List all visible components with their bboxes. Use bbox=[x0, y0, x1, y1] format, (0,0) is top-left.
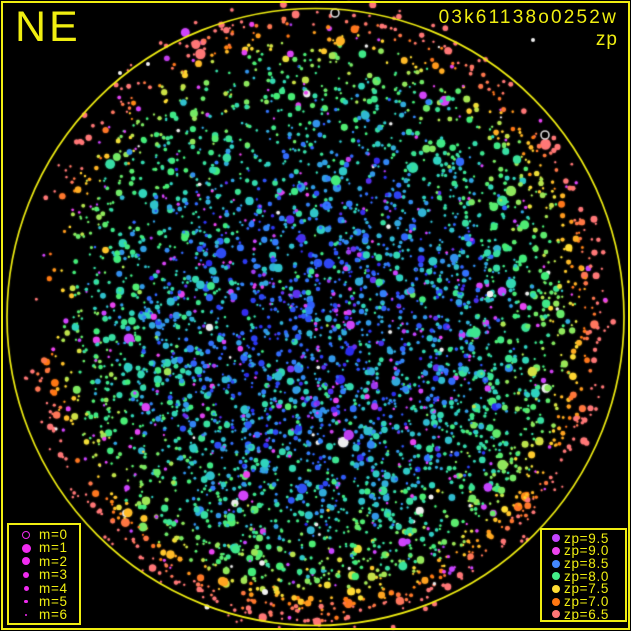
filled-circle-marker bbox=[547, 610, 564, 619]
legend-label: m=6 bbox=[39, 607, 68, 623]
legend-row: m=6 bbox=[13, 608, 79, 621]
filled-circle-marker bbox=[13, 585, 39, 591]
legend-row: zp=9.0 bbox=[547, 543, 625, 559]
legend-row: m=1 bbox=[13, 541, 79, 554]
filled-circle-marker bbox=[547, 572, 564, 581]
filled-circle-marker bbox=[547, 597, 564, 606]
legend-label: zp=9.0 bbox=[564, 543, 610, 559]
filled-circle-marker bbox=[547, 547, 564, 556]
legend-label: m=3 bbox=[39, 567, 68, 583]
magnitude-legend: m=0 m=1 m=2 m=3 m=4 m=5 m=6 bbox=[7, 523, 81, 625]
legend-row: zp=7.5 bbox=[547, 581, 625, 597]
plot-subtitle: zp bbox=[595, 29, 618, 50]
open-circle-marker bbox=[13, 530, 39, 539]
legend-label: zp=9.5 bbox=[564, 530, 610, 546]
legend-row: m=2 bbox=[13, 555, 79, 568]
legend-label: zp=6.5 bbox=[564, 606, 610, 622]
legend-row: zp=6.5 bbox=[547, 608, 625, 621]
zeropoint-legend: zp=9.5 zp=9.0 zp=8.5 zp=8.0 zp=7.5 zp=7.0 zp=6… bbox=[540, 528, 627, 622]
legend-row: m=3 bbox=[13, 568, 79, 581]
legend-row: zp=8.5 bbox=[547, 557, 625, 570]
legend-label: m=2 bbox=[39, 553, 68, 569]
filled-circle-marker bbox=[13, 599, 39, 604]
filled-circle-marker bbox=[13, 571, 39, 579]
legend-label: m=5 bbox=[39, 593, 68, 609]
legend-label: zp=8.5 bbox=[564, 555, 610, 571]
filled-circle-marker bbox=[547, 559, 564, 568]
legend-label: zp=7.0 bbox=[564, 594, 610, 610]
filled-circle-marker bbox=[547, 585, 564, 594]
legend-label: zp=7.5 bbox=[564, 581, 610, 597]
filled-circle-marker bbox=[13, 543, 39, 553]
filled-circle-marker bbox=[13, 557, 39, 566]
orientation-label: NE bbox=[15, 3, 81, 51]
plot-title: 03k61138o0252w bbox=[438, 7, 618, 28]
legend-row: zp=8.0 bbox=[547, 570, 625, 583]
legend-label: zp=8.0 bbox=[564, 568, 610, 584]
legend-row: m=0 bbox=[13, 528, 79, 541]
legend-row: zp=7.0 bbox=[547, 595, 625, 608]
filled-circle-marker bbox=[13, 613, 39, 617]
legend-row: m=5 bbox=[13, 595, 79, 608]
filled-circle-marker bbox=[547, 534, 564, 543]
legend-label: m=4 bbox=[39, 580, 68, 596]
legend-label: m=0 bbox=[39, 526, 68, 542]
legend-row: zp=9.5 bbox=[547, 532, 625, 545]
legend-label: m=1 bbox=[39, 540, 68, 556]
legend-row: m=4 bbox=[13, 582, 79, 595]
